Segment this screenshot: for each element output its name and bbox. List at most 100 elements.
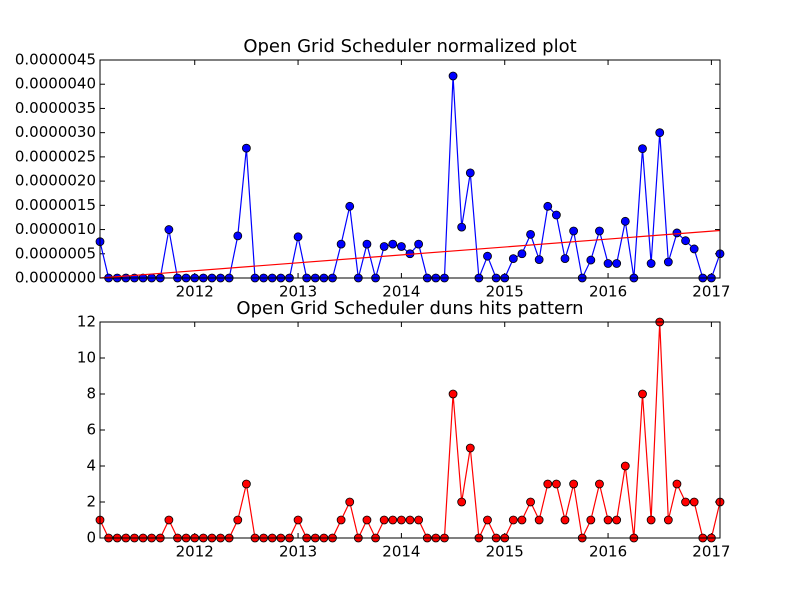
y-tick-label: 0.0000030 — [15, 123, 96, 141]
data-point — [620, 216, 630, 226]
data-point — [293, 232, 303, 242]
data-point — [164, 225, 174, 234]
data-point — [517, 249, 527, 259]
trend-line — [99, 229, 721, 279]
x-tick-label: 2017 — [692, 543, 730, 561]
data-point — [345, 201, 355, 211]
data-point — [612, 515, 622, 525]
data-point — [655, 128, 665, 138]
data-point — [586, 255, 596, 265]
y-tick-label: 0.0000020 — [15, 172, 96, 190]
y-tick-label: 8 — [86, 385, 96, 403]
axes-frame — [99, 321, 721, 539]
data-point — [543, 479, 553, 489]
y-tick-label: 0.0000000 — [15, 269, 96, 287]
data-point — [663, 515, 673, 525]
data-point — [569, 479, 579, 489]
data-point — [517, 515, 527, 525]
data-point — [603, 515, 613, 525]
data-point — [362, 515, 372, 525]
chart-title: Open Grid Scheduler normalized plot — [243, 36, 576, 57]
y-tick-label: 0.0000025 — [15, 147, 96, 165]
data-point — [336, 239, 346, 249]
data-point — [483, 515, 492, 525]
data-point — [414, 515, 424, 525]
data-point — [646, 259, 656, 268]
y-tick-label: 0.0000035 — [15, 99, 96, 117]
data-point — [638, 144, 647, 154]
x-tick-label: 2015 — [486, 283, 524, 301]
y-tick-label: 0.0000015 — [15, 196, 96, 214]
data-point — [379, 242, 389, 251]
data-point — [586, 515, 596, 525]
data-point — [448, 389, 458, 399]
data-point — [396, 515, 406, 525]
data-point — [379, 515, 389, 525]
data-point — [483, 251, 492, 261]
data-point — [672, 228, 682, 238]
data-point — [457, 497, 467, 507]
data-point — [465, 168, 475, 178]
data-point — [689, 244, 699, 254]
data-point — [638, 389, 647, 399]
axes-frame — [99, 59, 721, 279]
data-point — [560, 515, 570, 525]
plot-area — [100, 60, 720, 278]
data-point — [551, 210, 561, 220]
x-tick-label: 2015 — [486, 543, 524, 561]
data-point — [405, 515, 415, 525]
data-point — [603, 259, 613, 268]
data-point — [388, 515, 398, 525]
y-tick-label: 4 — [86, 457, 96, 475]
y-tick-label: 0.0000045 — [15, 51, 96, 69]
data-point — [508, 515, 518, 525]
data-point — [551, 479, 561, 489]
data-point — [543, 201, 553, 211]
data-point — [534, 255, 544, 264]
x-tick-label: 2017 — [692, 283, 730, 301]
data-point — [620, 461, 630, 471]
data-point — [414, 239, 424, 249]
x-tick-label: 2013 — [279, 283, 317, 301]
data-point — [164, 515, 174, 525]
data-point — [457, 222, 467, 232]
data-point — [595, 226, 604, 236]
data-point — [534, 515, 544, 525]
data-point — [526, 497, 535, 507]
data-point — [569, 226, 579, 236]
data-point — [681, 236, 690, 246]
x-tick-label: 2013 — [279, 543, 317, 561]
data-point — [663, 257, 673, 267]
data-point — [233, 231, 243, 241]
data-point — [396, 242, 406, 251]
y-tick-label: 0.0000010 — [15, 220, 96, 238]
data-point — [241, 479, 251, 489]
data-point — [448, 71, 458, 81]
y-tick-label: 0.0000040 — [15, 75, 96, 93]
data-point — [672, 479, 682, 489]
data-point — [241, 143, 251, 153]
data-point — [612, 259, 622, 268]
chart-title: Open Grid Scheduler duns hits pattern — [236, 298, 583, 319]
y-tick-label: 12 — [77, 313, 96, 331]
data-point — [646, 515, 656, 525]
y-tick-label: 0.0000005 — [15, 244, 96, 262]
y-tick-label: 10 — [77, 349, 96, 367]
data-point — [293, 515, 303, 525]
x-tick-label: 2016 — [589, 283, 627, 301]
data-point — [508, 254, 518, 264]
data-point — [526, 229, 535, 239]
data-point — [681, 497, 690, 507]
data-point — [233, 515, 243, 525]
y-tick-label: 2 — [86, 493, 96, 511]
data-point — [465, 443, 475, 453]
x-tick-label: 2014 — [382, 283, 420, 301]
y-tick-label: 6 — [86, 421, 96, 439]
y-tick-label: 0 — [86, 529, 96, 547]
data-point — [388, 239, 398, 249]
data-point — [595, 479, 604, 489]
data-point — [362, 239, 372, 249]
x-tick-label: 2016 — [589, 543, 627, 561]
x-tick-label: 2014 — [382, 543, 420, 561]
